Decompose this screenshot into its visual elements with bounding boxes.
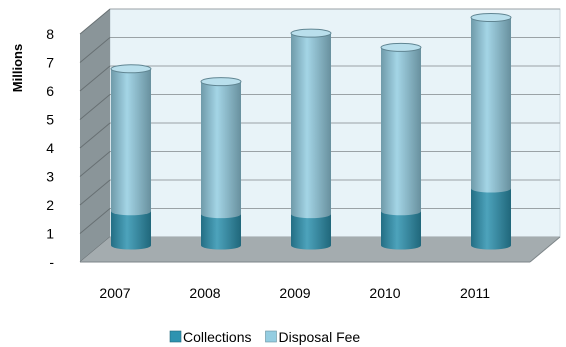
side-gridline (79, 208, 111, 234)
y-axis-ticks: - 1 2 3 4 5 6 7 8 (46, 26, 54, 270)
chart-floor (80, 236, 561, 263)
bar-disposal-fee-2009 (291, 33, 331, 219)
legend: Collections Disposal Fee (169, 329, 360, 345)
x-tick-label: 2007 (99, 285, 130, 301)
y-axis-title: Millions (10, 44, 25, 92)
legend-swatch-disposal-fee (265, 330, 277, 343)
legend-swatch-collections (169, 330, 182, 343)
floor-edge (529, 236, 561, 263)
side-gridline (79, 37, 111, 63)
y-tick-label: 4 (46, 140, 54, 156)
legend-label-collections: Collections (183, 329, 251, 345)
y-tick-label: 1 (46, 226, 54, 242)
side-gridline (79, 65, 111, 92)
legend-label-disposal-fee: Disposal Fee (278, 329, 360, 345)
y-tick-label: 8 (46, 26, 54, 42)
bar-top-cap-2010 (380, 42, 422, 52)
bar-top-cap-2011 (470, 13, 512, 22)
bar-disposal-fee-2008 (201, 81, 241, 219)
bar-collections-2008 (201, 214, 241, 250)
x-axis-ticks: 2007 2008 2009 2010 2011 (99, 285, 490, 301)
x-tick-label: 2011 (460, 285, 490, 301)
bar-collections-2009 (291, 214, 331, 250)
bar-top-cap-2008 (200, 77, 242, 87)
floor-plane (80, 237, 560, 262)
bars (110, 13, 512, 250)
bar-disposal-fee-2007 (111, 68, 151, 216)
bar-collections-2010 (381, 211, 421, 250)
y-tick-label: 6 (46, 83, 54, 99)
bar-collections-2007 (111, 211, 151, 250)
side-gridline (79, 8, 111, 35)
y-tick-label: 3 (46, 169, 54, 185)
side-gridline (79, 94, 111, 120)
x-tick-label: 2009 (279, 285, 310, 301)
bar-disposal-fee-2011 (471, 17, 511, 193)
y-tick-label: - (49, 254, 54, 270)
side-gridline (79, 151, 111, 177)
x-tick-label: 2010 (369, 285, 400, 301)
bar-top-cap-2007 (110, 64, 152, 74)
y-tick-label: 7 (46, 55, 54, 71)
x-tick-label: 2008 (189, 285, 220, 301)
side-gridline (79, 179, 111, 206)
bar-top-cap-2009 (290, 28, 332, 38)
y-tick-label: 2 (46, 197, 54, 213)
side-gridline (79, 122, 111, 149)
y-tick-label: 5 (46, 112, 54, 128)
bar-disposal-fee-2010 (381, 47, 421, 216)
bar-collections-2011 (471, 188, 511, 250)
